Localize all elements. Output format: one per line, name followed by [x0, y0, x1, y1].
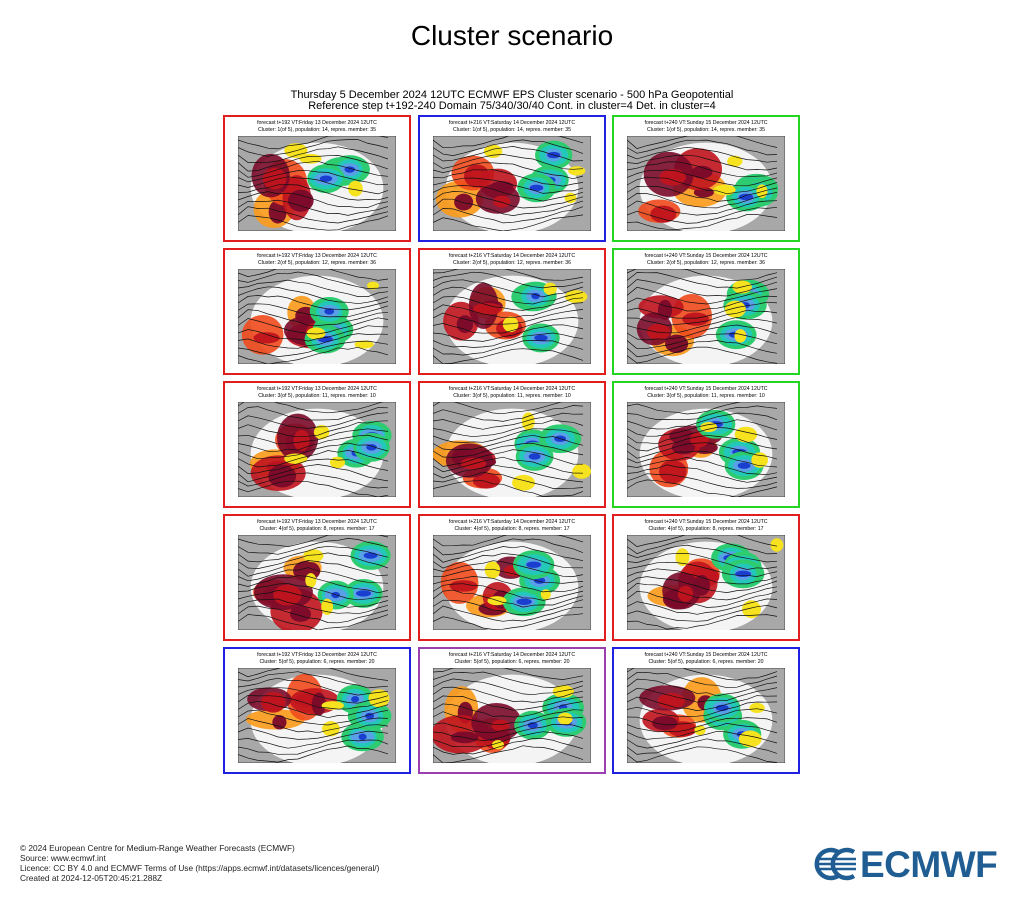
cluster-panel: forecast t+192 VT:Friday 13 December 202…	[223, 248, 411, 375]
panel-forecast-label: forecast t+192 VT:Friday 13 December 202…	[257, 519, 377, 525]
cluster-panel: forecast t+192 VT:Friday 13 December 202…	[223, 115, 411, 242]
panel-cluster-label: Cluster: 4(of 5), population: 8, repres.…	[454, 526, 570, 532]
panel-forecast-label: forecast t+240 VT:Sunday 15 December 202…	[644, 120, 768, 126]
geopotential-anomaly-map	[627, 402, 785, 497]
geopotential-anomaly-map	[433, 136, 591, 231]
geopotential-anomaly-map	[627, 269, 785, 364]
chart-subtitle-line1: Thursday 5 December 2024 12UTC ECMWF EPS…	[290, 89, 734, 101]
footer-copyright: © 2024 European Centre for Medium-Range …	[20, 843, 295, 853]
panel-forecast-label: forecast t+216 VT:Saturday 14 December 2…	[448, 386, 576, 392]
chart-subtitle-line2: Reference step t+192-240 Domain 75/340/3…	[308, 100, 716, 112]
panel-forecast-label: forecast t+216 VT:Saturday 14 December 2…	[448, 253, 576, 259]
panel-cluster-label: Cluster: 1(of 5), population: 14, repres…	[453, 127, 571, 133]
panel-forecast-label: forecast t+240 VT:Sunday 15 December 202…	[644, 519, 768, 525]
panel-forecast-label: forecast t+192 VT:Friday 13 December 202…	[257, 120, 377, 126]
panel-cluster-label: Cluster: 4(of 5), population: 8, repres.…	[259, 526, 375, 532]
panel-cluster-label: Cluster: 5(of 5), population: 6, repres.…	[454, 659, 570, 665]
panel-cluster-label: Cluster: 3(of 5), population: 11, repres…	[647, 393, 765, 399]
panel-forecast-label: forecast t+192 VT:Friday 13 December 202…	[257, 386, 377, 392]
panel-forecast-label: forecast t+192 VT:Friday 13 December 202…	[257, 253, 377, 259]
ecmwf-logo-icon	[814, 847, 856, 881]
page-title: Cluster scenario	[410, 20, 614, 51]
cluster-panel: forecast t+240 VT:Sunday 15 December 202…	[612, 647, 800, 774]
geopotential-anomaly-map	[627, 535, 785, 630]
panel-forecast-label: forecast t+240 VT:Sunday 15 December 202…	[644, 652, 768, 658]
footer-created: Created at 2024-12-05T20:45:21.288Z	[20, 873, 163, 883]
cluster-panel: forecast t+192 VT:Friday 13 December 202…	[223, 381, 411, 508]
geopotential-anomaly-map	[238, 535, 396, 630]
panel-cluster-label: Cluster: 3(of 5), population: 11, repres…	[453, 393, 571, 399]
panel-forecast-label: forecast t+240 VT:Sunday 15 December 202…	[644, 253, 768, 259]
panel-cluster-label: Cluster: 2(of 5), population: 12, repres…	[453, 260, 571, 266]
footer-source: Source: www.ecmwf.int	[20, 853, 106, 863]
footer-licence: Licence: CC BY 4.0 and ECMWF Terms of Us…	[20, 863, 380, 873]
geopotential-anomaly-map	[627, 668, 785, 763]
cluster-panel: forecast t+240 VT:Sunday 15 December 202…	[612, 115, 800, 242]
cluster-panel: forecast t+192 VT:Friday 13 December 202…	[223, 647, 411, 774]
geopotential-anomaly-map	[627, 136, 785, 231]
panel-cluster-label: Cluster: 2(of 5), population: 12, repres…	[647, 260, 765, 266]
panel-cluster-label: Cluster: 5(of 5), population: 6, repres.…	[259, 659, 375, 665]
geopotential-anomaly-map	[238, 136, 396, 231]
panel-cluster-label: Cluster: 1(of 5), population: 14, repres…	[647, 127, 765, 133]
geopotential-anomaly-map	[433, 269, 591, 364]
cluster-panel: forecast t+216 VT:Saturday 14 December 2…	[418, 647, 606, 774]
footer: © 2024 European Centre for Medium-Range …	[20, 843, 379, 883]
cluster-panel: forecast t+216 VT:Saturday 14 December 2…	[418, 514, 606, 641]
cluster-panel: forecast t+240 VT:Sunday 15 December 202…	[612, 248, 800, 375]
geopotential-anomaly-map	[238, 668, 396, 763]
panel-forecast-label: forecast t+240 VT:Sunday 15 December 202…	[644, 386, 768, 392]
cluster-panel: forecast t+240 VT:Sunday 15 December 202…	[612, 381, 800, 508]
geopotential-anomaly-map	[433, 668, 591, 763]
cluster-panel-grid: forecast t+192 VT:Friday 13 December 202…	[223, 115, 803, 777]
geopotential-anomaly-map	[433, 535, 591, 630]
panel-forecast-label: forecast t+216 VT:Saturday 14 December 2…	[448, 519, 576, 525]
panel-cluster-label: Cluster: 5(of 5), population: 6, repres.…	[648, 659, 764, 665]
cluster-panel: forecast t+216 VT:Saturday 14 December 2…	[418, 115, 606, 242]
panel-forecast-label: forecast t+216 VT:Saturday 14 December 2…	[448, 120, 576, 126]
geopotential-anomaly-map	[433, 402, 591, 497]
panel-forecast-label: forecast t+192 VT:Friday 13 December 202…	[257, 652, 377, 658]
panel-forecast-label: forecast t+216 VT:Saturday 14 December 2…	[448, 652, 576, 658]
panel-cluster-label: Cluster: 3(of 5), population: 11, repres…	[258, 393, 376, 399]
panel-cluster-label: Cluster: 1(of 5), population: 14, repres…	[258, 127, 376, 133]
cluster-panel: forecast t+192 VT:Friday 13 December 202…	[223, 514, 411, 641]
panel-cluster-label: Cluster: 4(of 5), population: 8, repres.…	[648, 526, 764, 532]
cluster-panel: forecast t+216 VT:Saturday 14 December 2…	[418, 381, 606, 508]
cluster-panel: forecast t+240 VT:Sunday 15 December 202…	[612, 514, 800, 641]
cluster-panel: forecast t+216 VT:Saturday 14 December 2…	[418, 248, 606, 375]
ecmwf-logo: ECMWF	[814, 844, 1014, 885]
panel-cluster-label: Cluster: 2(of 5), population: 12, repres…	[258, 260, 376, 266]
geopotential-anomaly-map	[238, 269, 396, 364]
ecmwf-logo-text: ECMWF	[860, 844, 998, 885]
geopotential-anomaly-map	[238, 402, 396, 497]
